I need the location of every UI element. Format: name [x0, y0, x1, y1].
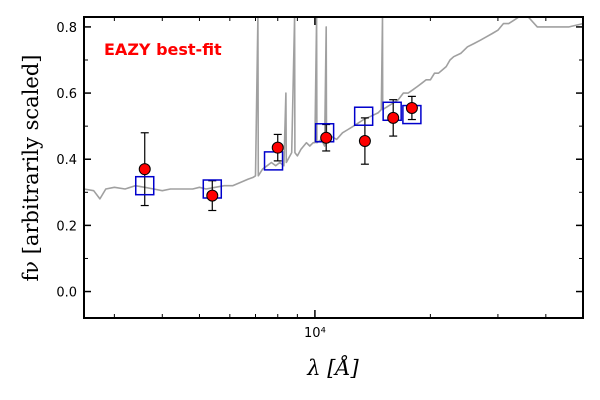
observed-point-1: [206, 189, 219, 202]
model-photometry-square-0: [134, 175, 155, 196]
model-spectrum-layer: [84, 17, 583, 200]
observed-point-2: [271, 141, 284, 154]
y-tick-label-0: 0.0: [56, 286, 77, 301]
axis-ticks: [84, 17, 583, 318]
x-axis-label: λ [Å]: [306, 355, 359, 380]
y-tick-label-3: 0.6: [56, 87, 77, 102]
x-tick-label-0: 10⁴: [304, 326, 326, 341]
observed-points-layer: [138, 101, 418, 202]
model-photometry-square-4: [353, 106, 374, 126]
y-axis-label: fν [arbitrarily scaled]: [19, 55, 43, 282]
observed-point-0: [138, 163, 151, 176]
plot-frame: [83, 16, 584, 319]
model-spectrum-line: [84, 17, 583, 200]
y-tick-label-4: 0.8: [56, 21, 77, 36]
observed-point-6: [405, 101, 418, 114]
observed-point-4: [358, 135, 371, 148]
y-tick-label-1: 0.2: [56, 219, 77, 234]
y-tick-label-2: 0.4: [56, 153, 77, 168]
observed-point-5: [387, 111, 400, 124]
fit-annotation: EAZY best-fit: [104, 40, 222, 59]
axis-tick-labels: 0.0 0.2 0.4 0.6 0.8 10⁴: [56, 21, 325, 341]
observed-point-3: [320, 131, 333, 144]
